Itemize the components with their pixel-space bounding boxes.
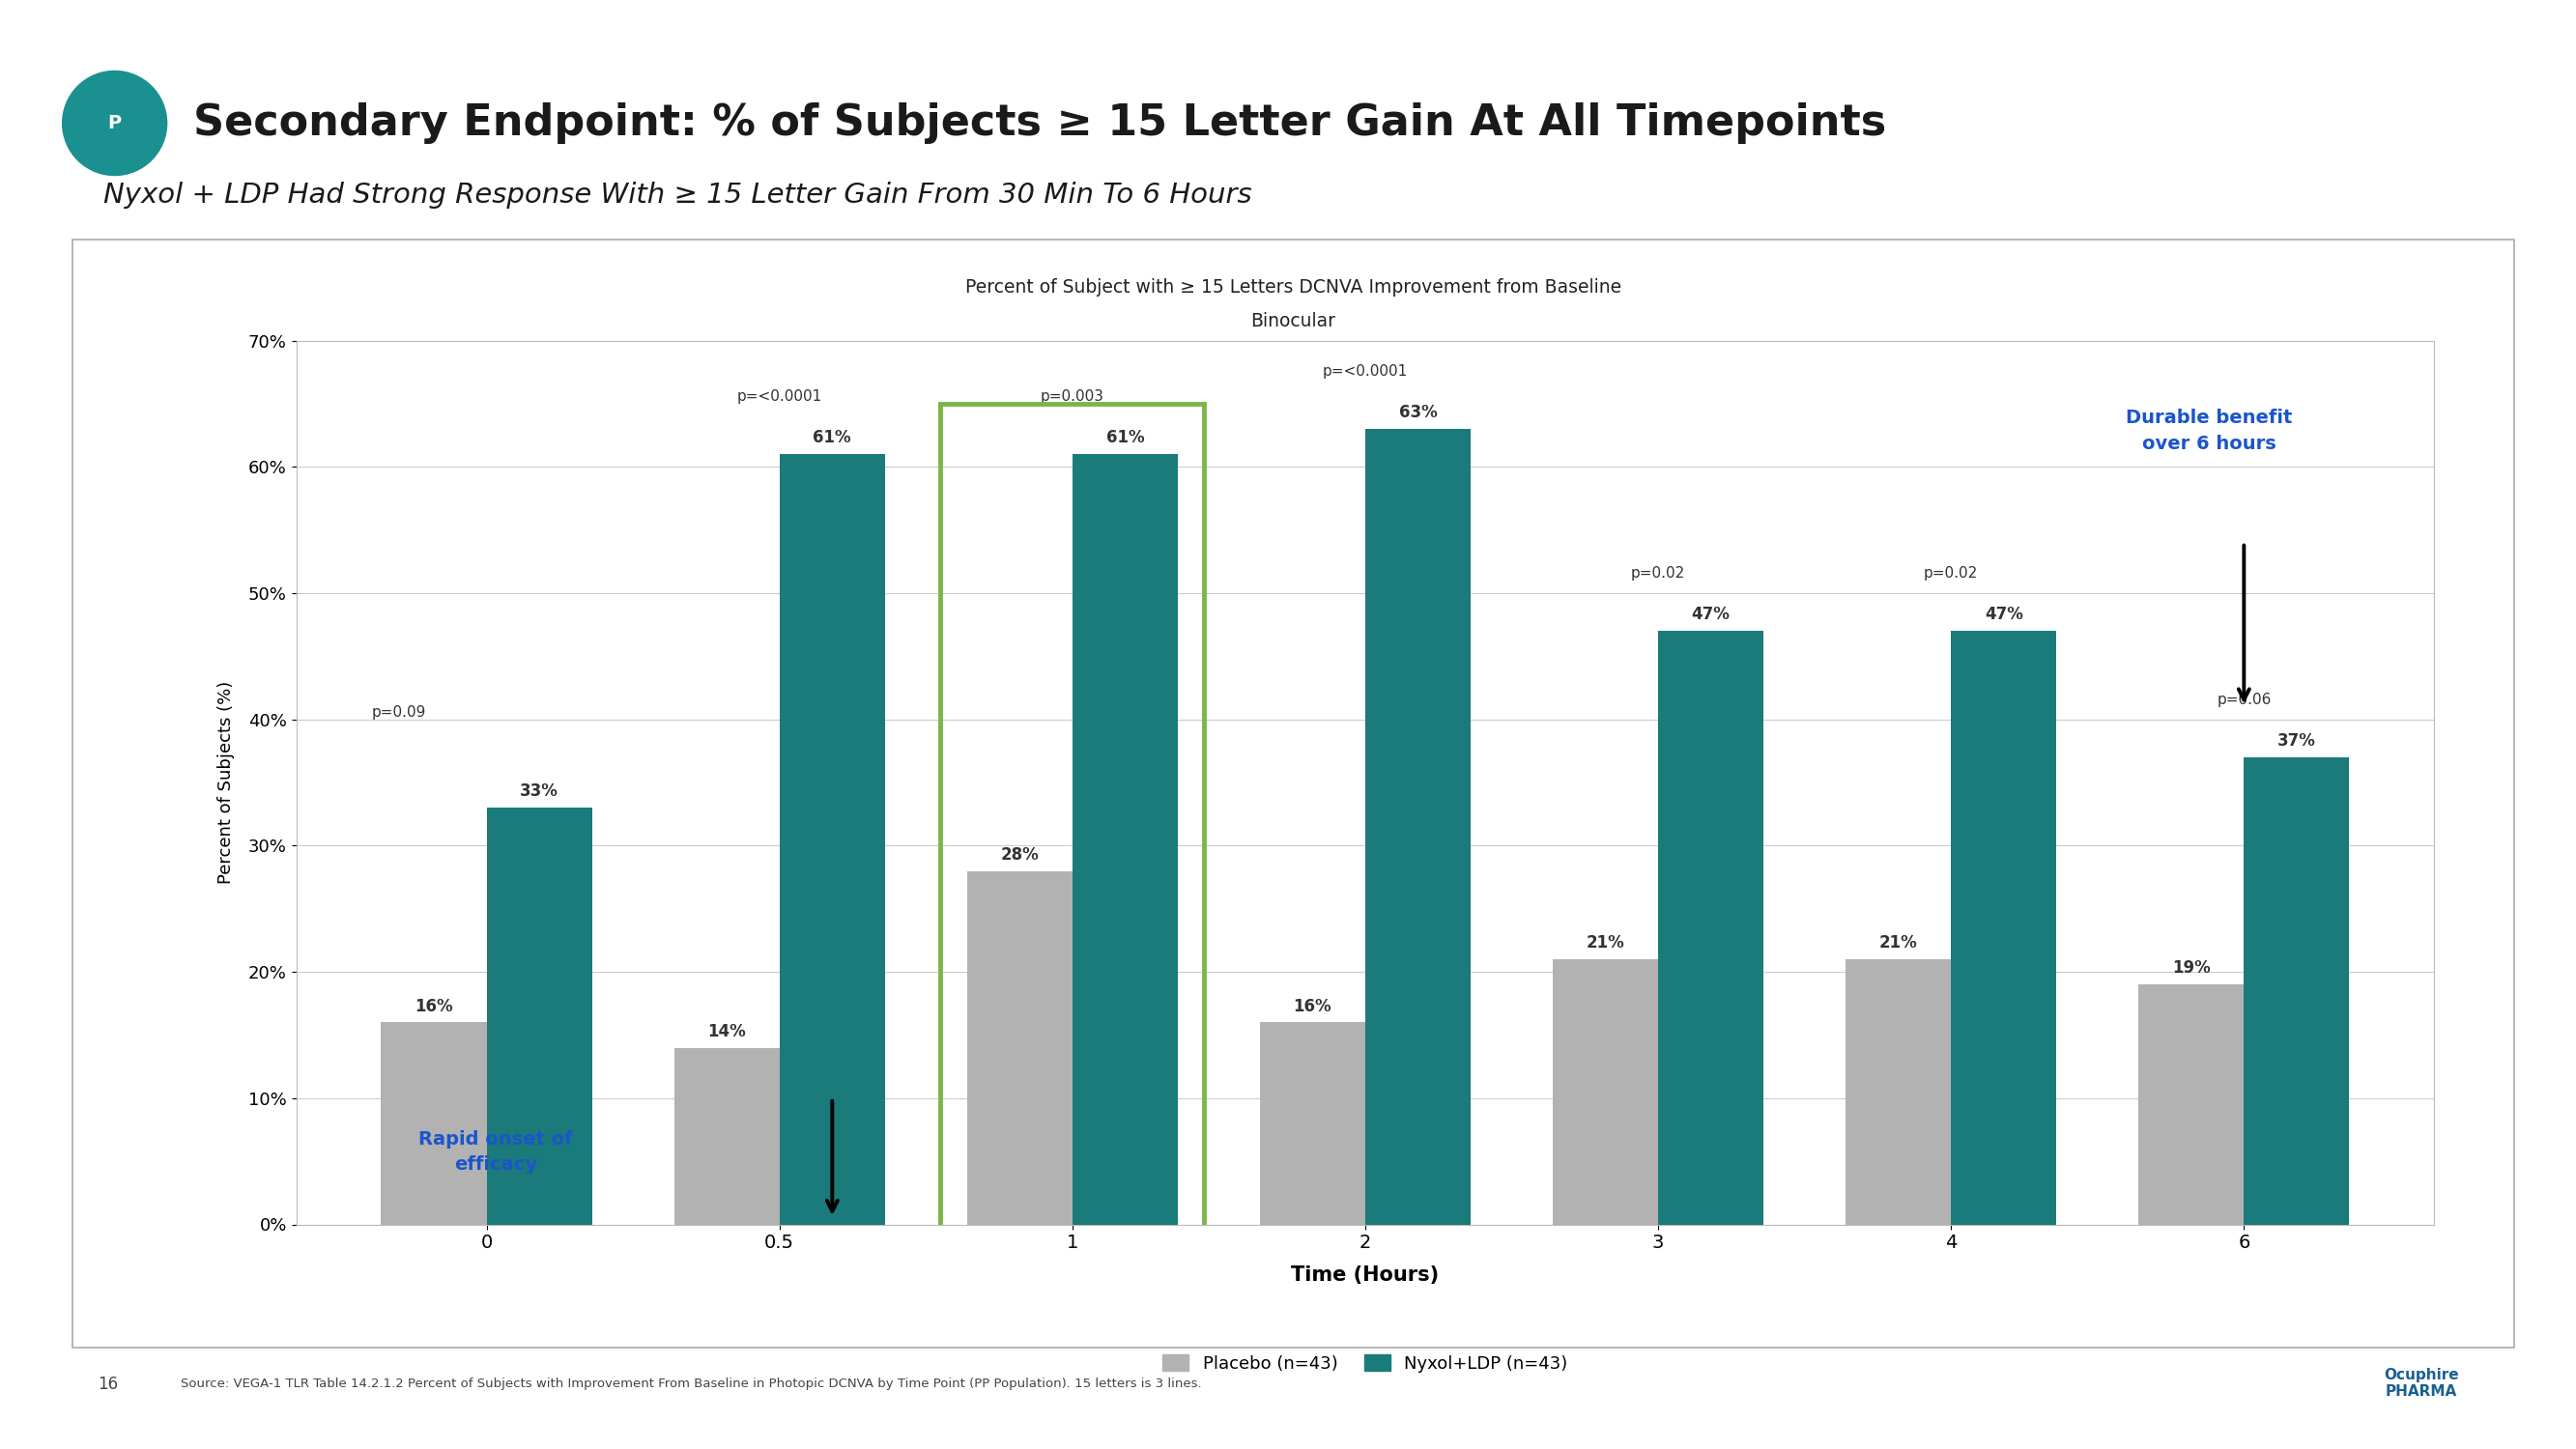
Text: p=0.003: p=0.003: [1041, 390, 1105, 404]
Text: Binocular: Binocular: [1249, 312, 1337, 330]
Text: 16: 16: [98, 1375, 118, 1392]
Circle shape: [62, 71, 167, 175]
Text: P: P: [108, 114, 121, 132]
Text: 14%: 14%: [708, 1023, 747, 1040]
Bar: [487, 807, 592, 1224]
Text: 28%: 28%: [999, 846, 1038, 864]
Bar: [1260, 1023, 1365, 1224]
Text: Ocuphire
PHARMA: Ocuphire PHARMA: [2383, 1368, 2460, 1398]
Text: 16%: 16%: [1293, 997, 1332, 1014]
Text: Source: VEGA-1 TLR Table 14.2.1.2 Percent of Subjects with Improvement From Base: Source: VEGA-1 TLR Table 14.2.1.2 Percen…: [180, 1378, 1200, 1390]
Text: Secondary Endpoint: % of Subjects ≥ 15 Letter Gain At All Timepoints: Secondary Endpoint: % of Subjects ≥ 15 L…: [193, 103, 1886, 143]
Text: p=0.06: p=0.06: [2218, 693, 2272, 707]
Text: 37%: 37%: [2277, 732, 2316, 749]
Text: Durable benefit
over 6 hours: Durable benefit over 6 hours: [2125, 409, 2293, 454]
Text: 47%: 47%: [1692, 606, 1731, 623]
Text: p=0.02: p=0.02: [1924, 567, 1978, 581]
Text: VEGA-1 Phase 2 Trial: VEGA-1 Phase 2 Trial: [1154, 226, 1422, 249]
Bar: [1659, 630, 1765, 1224]
Bar: [1950, 630, 2056, 1224]
Text: 16%: 16%: [415, 997, 453, 1014]
Bar: [2244, 758, 2349, 1224]
Text: 47%: 47%: [1984, 606, 2022, 623]
Text: p=<0.0001: p=<0.0001: [1321, 364, 1409, 378]
Text: p=0.09: p=0.09: [371, 704, 425, 719]
Text: Nyxol + LDP Had Strong Response With ≥ 15 Letter Gain From 30 Min To 6 Hours: Nyxol + LDP Had Strong Response With ≥ 1…: [103, 183, 1252, 209]
Text: p=<0.0001: p=<0.0001: [737, 390, 822, 404]
Bar: [1365, 429, 1471, 1224]
Bar: [1844, 959, 1950, 1224]
Text: 33%: 33%: [520, 782, 559, 800]
Bar: [1072, 454, 1177, 1224]
Bar: [966, 871, 1072, 1224]
Text: Percent of Subject with ≥ 15 Letters DCNVA Improvement from Baseline: Percent of Subject with ≥ 15 Letters DCN…: [966, 278, 1620, 297]
Bar: [675, 1048, 781, 1224]
Legend: Placebo (n=43), Nyxol+LDP (n=43): Placebo (n=43), Nyxol+LDP (n=43): [1157, 1348, 1574, 1379]
X-axis label: Time (Hours): Time (Hours): [1291, 1265, 1440, 1285]
Text: 63%: 63%: [1399, 404, 1437, 422]
Bar: [940, 404, 1203, 1243]
Text: 19%: 19%: [2172, 959, 2210, 977]
Text: 21%: 21%: [1878, 935, 1917, 952]
Text: 61%: 61%: [1105, 429, 1144, 446]
Text: 21%: 21%: [1587, 935, 1625, 952]
Bar: [2138, 984, 2244, 1224]
Text: Rapid onset of
efficacy: Rapid onset of efficacy: [420, 1130, 572, 1174]
Text: p=0.02: p=0.02: [1631, 567, 1685, 581]
Y-axis label: Percent of Subjects (%): Percent of Subjects (%): [216, 681, 234, 884]
Bar: [381, 1023, 487, 1224]
Bar: [1553, 959, 1659, 1224]
Text: 61%: 61%: [814, 429, 853, 446]
Bar: [781, 454, 886, 1224]
